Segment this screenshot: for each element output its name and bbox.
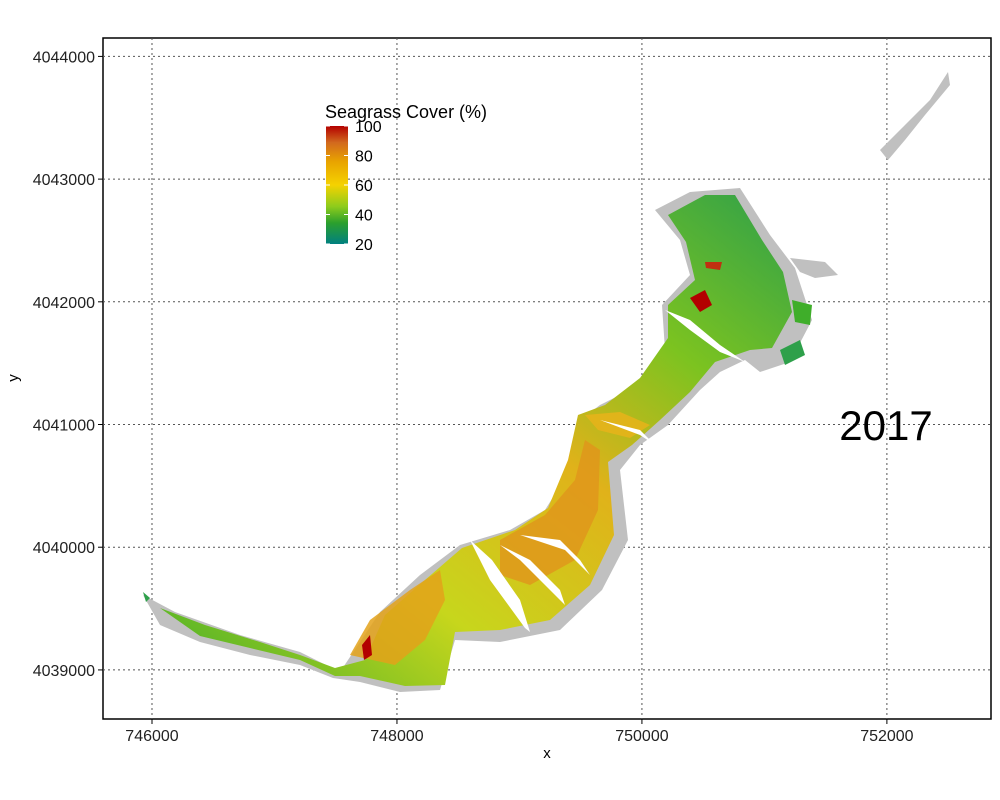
x-tick-label: 750000 — [615, 728, 668, 745]
x-tick-label: 748000 — [370, 728, 423, 745]
islet-patch — [143, 592, 150, 602]
year-label: 2017 — [839, 402, 932, 449]
tidal-channel — [665, 310, 745, 362]
legend-tick-label: 100 — [355, 119, 382, 136]
x-axis-title: x — [543, 745, 551, 762]
legend-ticks: 100 80 60 40 20 — [326, 119, 382, 254]
legend-tick-label: 80 — [355, 149, 373, 166]
x-axis-ticks: 746000 748000 750000 752000 — [125, 719, 914, 745]
y-tick-label: 4044000 — [33, 49, 95, 66]
islet-patch — [780, 340, 805, 365]
legend: Seagrass Cover (%) 100 80 60 40 20 — [325, 102, 487, 254]
legend-title: Seagrass Cover (%) — [325, 102, 487, 122]
y-axis-ticks: 4039000 4040000 4041000 4042000 4043000 40440… — [33, 49, 103, 680]
seagrass-raster — [143, 72, 950, 692]
high-cover-core-south — [350, 570, 445, 665]
legend-tick-label: 20 — [355, 237, 373, 254]
high-cover-patch-north2 — [705, 262, 722, 270]
tidal-channel — [470, 540, 530, 632]
y-tick-label: 4039000 — [33, 663, 95, 680]
tidal-channel — [520, 535, 590, 575]
y-tick-label: 4042000 — [33, 295, 95, 312]
x-tick-label: 752000 — [860, 728, 913, 745]
high-cover-core-north — [690, 290, 712, 312]
legend-tick-label: 40 — [355, 208, 373, 225]
no-cover-patch-ne — [880, 72, 950, 160]
x-tick-label: 746000 — [125, 728, 178, 745]
y-tick-label: 4043000 — [33, 172, 95, 189]
high-cover-patch-south — [362, 635, 372, 660]
islet-patch — [792, 300, 812, 325]
seagrass-cover-body — [160, 195, 792, 686]
high-cover-core-centre — [500, 440, 600, 585]
legend-colorbar — [326, 126, 348, 244]
no-cover-patch-e — [790, 258, 838, 278]
legend-tick-label: 60 — [355, 178, 373, 195]
y-axis-title: y — [5, 374, 22, 382]
y-tick-label: 4041000 — [33, 418, 95, 435]
y-tick-label: 4040000 — [33, 540, 95, 557]
